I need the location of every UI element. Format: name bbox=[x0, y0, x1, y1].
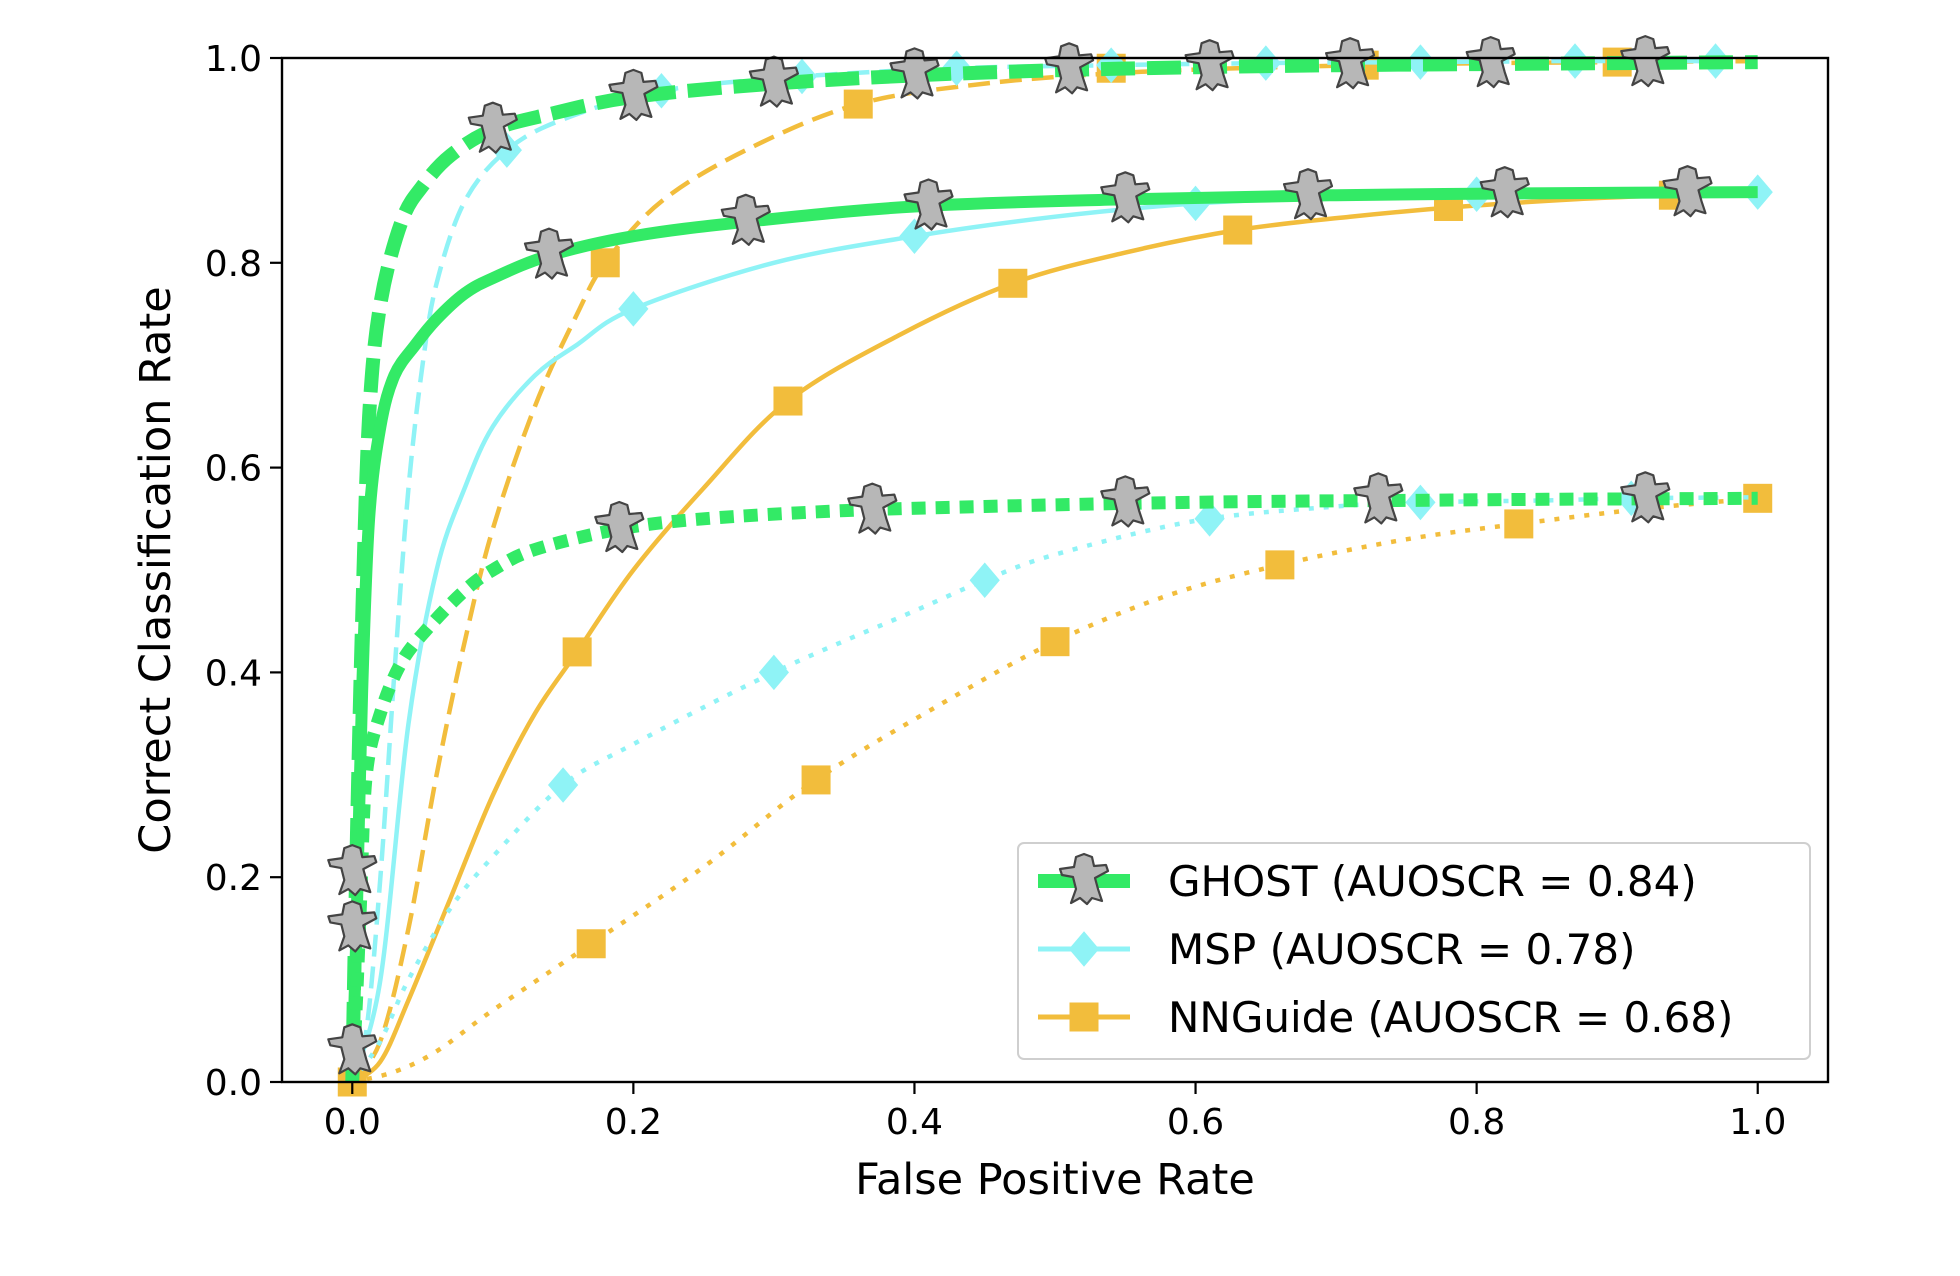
series-nnguide-solid bbox=[350, 180, 1758, 1084]
series-point bbox=[889, 47, 940, 100]
legend-label: NNGuide (AUOSCR = 0.68) bbox=[1168, 993, 1733, 1042]
series-point bbox=[1223, 215, 1253, 245]
series-line bbox=[346, 186, 1758, 1083]
y-axis-label: Correct Classification Rate bbox=[131, 286, 181, 853]
series-point bbox=[969, 562, 1000, 599]
legend-item-ghost: GHOST (AUOSCR = 0.84) bbox=[1038, 852, 1697, 906]
series-ghost-solid bbox=[346, 165, 1758, 1083]
series-point bbox=[1325, 37, 1376, 90]
series-point bbox=[618, 291, 649, 327]
y-tick-label: 0.8 bbox=[205, 244, 262, 285]
series-point bbox=[1405, 44, 1436, 80]
series-point bbox=[899, 218, 930, 254]
y-tick-label: 0.2 bbox=[205, 858, 262, 899]
series-point bbox=[1265, 550, 1295, 580]
x-tick-label: 0.0 bbox=[324, 1102, 381, 1143]
series-point bbox=[327, 844, 378, 897]
series-point bbox=[576, 929, 606, 959]
legend-box bbox=[1017, 842, 1811, 1060]
series-point bbox=[1100, 475, 1151, 528]
series-point bbox=[847, 482, 898, 535]
series-line bbox=[345, 491, 1758, 1083]
y-tick-label: 1.0 bbox=[205, 39, 262, 80]
axis-layer: 0.0 0.2 0.4 0.6 0.8 1.0 0.0 0.2 0.4 0.6 0.8 1.0 bbox=[205, 39, 1787, 1143]
series-point bbox=[1620, 471, 1671, 524]
legend-marker bbox=[1058, 852, 1110, 906]
series-point bbox=[1479, 166, 1530, 219]
series-point bbox=[843, 89, 873, 119]
series-point bbox=[590, 248, 620, 278]
series-point bbox=[327, 1023, 378, 1076]
series-point bbox=[327, 900, 378, 953]
legend-item-nnguide: NNGuide (AUOSCR = 0.68) bbox=[1038, 993, 1733, 1042]
series-point bbox=[903, 178, 954, 231]
series-point bbox=[523, 227, 575, 280]
x-tick-label: 0.4 bbox=[886, 1102, 943, 1143]
x-tick-label: 0.8 bbox=[1448, 1102, 1505, 1143]
series-ghost-dotted bbox=[327, 471, 1758, 1083]
y-tick-label: 0.0 bbox=[205, 1063, 262, 1104]
series-line bbox=[350, 58, 1758, 1084]
x-tick-label: 0.6 bbox=[1167, 1102, 1224, 1143]
series-line bbox=[351, 496, 1758, 1085]
series-point bbox=[467, 101, 518, 154]
series-point bbox=[547, 767, 579, 803]
series-point bbox=[1504, 509, 1534, 539]
series-point bbox=[562, 637, 592, 667]
y-tick-label: 0.6 bbox=[205, 449, 262, 490]
legend-item-msp: MSP (AUOSCR = 0.78) bbox=[1038, 925, 1635, 974]
series-point bbox=[1662, 165, 1713, 218]
series-point bbox=[1040, 627, 1070, 657]
legend: GHOST (AUOSCR = 0.84) MSP (AUOSCR = 0.78)… bbox=[1017, 842, 1811, 1060]
legend-label: MSP (AUOSCR = 0.78) bbox=[1168, 925, 1635, 974]
legend-marker bbox=[1068, 931, 1100, 967]
plot-frame bbox=[280, 56, 1830, 1084]
series-point bbox=[608, 68, 659, 121]
series-point bbox=[748, 55, 799, 108]
series-point bbox=[773, 386, 803, 416]
legend-marker bbox=[1069, 1002, 1099, 1032]
series-point bbox=[1620, 35, 1671, 88]
x-tick-label: 0.2 bbox=[605, 1102, 662, 1143]
series-point bbox=[1465, 36, 1516, 89]
series-point bbox=[1194, 501, 1225, 537]
series-point bbox=[758, 654, 790, 691]
x-tick-label: 1.0 bbox=[1729, 1102, 1786, 1143]
legend-label: GHOST (AUOSCR = 0.84) bbox=[1168, 857, 1697, 906]
series-nnguide-dotted bbox=[351, 483, 1773, 1085]
series-point bbox=[1100, 171, 1151, 224]
series-layer bbox=[327, 35, 1773, 1097]
series-point bbox=[720, 193, 771, 246]
series-point bbox=[1353, 472, 1404, 525]
series-point bbox=[801, 765, 831, 795]
series-point bbox=[1184, 39, 1235, 92]
series-point bbox=[1282, 168, 1334, 221]
series-point bbox=[998, 268, 1028, 298]
series-point bbox=[594, 500, 645, 554]
x-axis-label: False Positive Rate bbox=[855, 1155, 1255, 1205]
y-tick-label: 0.4 bbox=[205, 653, 262, 694]
